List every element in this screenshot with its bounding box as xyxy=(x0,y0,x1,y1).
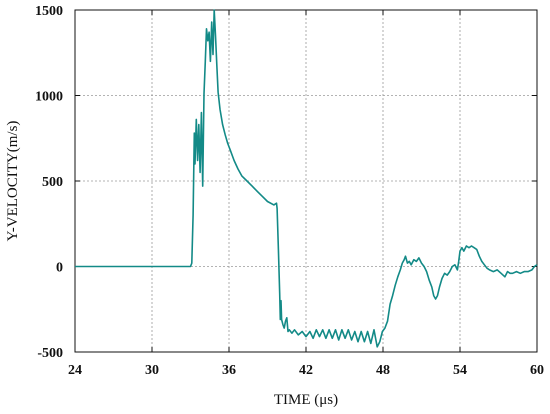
y-tick-label: 1000 xyxy=(35,90,63,105)
velocity-series-line xyxy=(75,9,538,348)
x-tick-label: 54 xyxy=(453,363,467,378)
y-tick-label: 500 xyxy=(42,175,63,190)
x-tick-label: 60 xyxy=(530,363,544,378)
grid xyxy=(75,10,537,352)
y-tick-label: 0 xyxy=(56,261,63,276)
x-tick-labels: 24 30 36 42 48 54 60 xyxy=(68,363,544,378)
x-tick-label: 36 xyxy=(222,363,236,378)
y-axis-title: Y-VELOCITY(m/s) xyxy=(5,121,21,242)
x-tick-label: 42 xyxy=(299,363,313,378)
y-tick-labels: -500 0 500 1000 1500 xyxy=(35,4,63,361)
plot-frame xyxy=(74,9,538,353)
y-tick-label: -500 xyxy=(37,346,63,361)
x-tick-label: 48 xyxy=(376,363,390,378)
series-layer xyxy=(75,9,538,348)
x-axis-title: TIME (μs) xyxy=(274,392,338,408)
y-tick-label: 1500 xyxy=(35,4,63,19)
x-tick-label: 24 xyxy=(68,363,82,378)
x-tick-label: 30 xyxy=(145,363,159,378)
